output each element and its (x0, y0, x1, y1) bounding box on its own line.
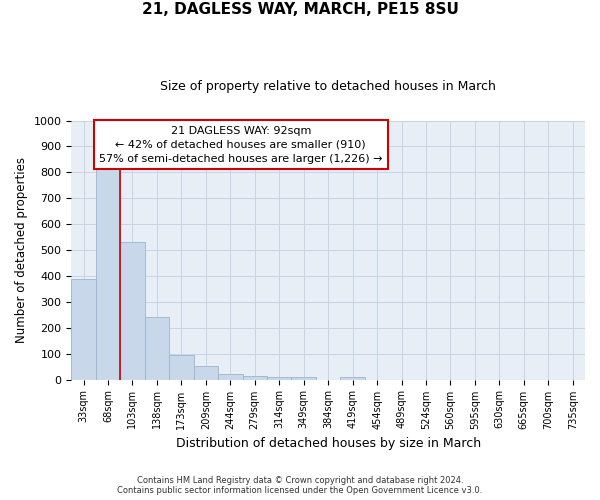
Bar (120, 242, 145, 380)
Bar (292, 378, 316, 380)
Text: 21, DAGLESS WAY, MARCH, PE15 8SU: 21, DAGLESS WAY, MARCH, PE15 8SU (142, 2, 458, 18)
Bar (242, 376, 267, 380)
Title: Size of property relative to detached houses in March: Size of property relative to detached ho… (160, 80, 496, 93)
Bar (96, 164, 120, 380)
Y-axis label: Number of detached properties: Number of detached properties (15, 157, 28, 343)
Bar (145, 318, 169, 380)
Text: 21 DAGLESS WAY: 92sqm
← 42% of detached houses are smaller (910)
57% of semi-det: 21 DAGLESS WAY: 92sqm ← 42% of detached … (99, 126, 383, 164)
Bar (169, 355, 194, 380)
Bar (267, 377, 292, 380)
X-axis label: Distribution of detached houses by size in March: Distribution of detached houses by size … (176, 437, 481, 450)
Bar (194, 366, 218, 380)
Bar (340, 377, 365, 380)
Bar (218, 374, 242, 380)
Bar (71, 278, 96, 380)
Text: Contains HM Land Registry data © Crown copyright and database right 2024.
Contai: Contains HM Land Registry data © Crown c… (118, 476, 482, 495)
